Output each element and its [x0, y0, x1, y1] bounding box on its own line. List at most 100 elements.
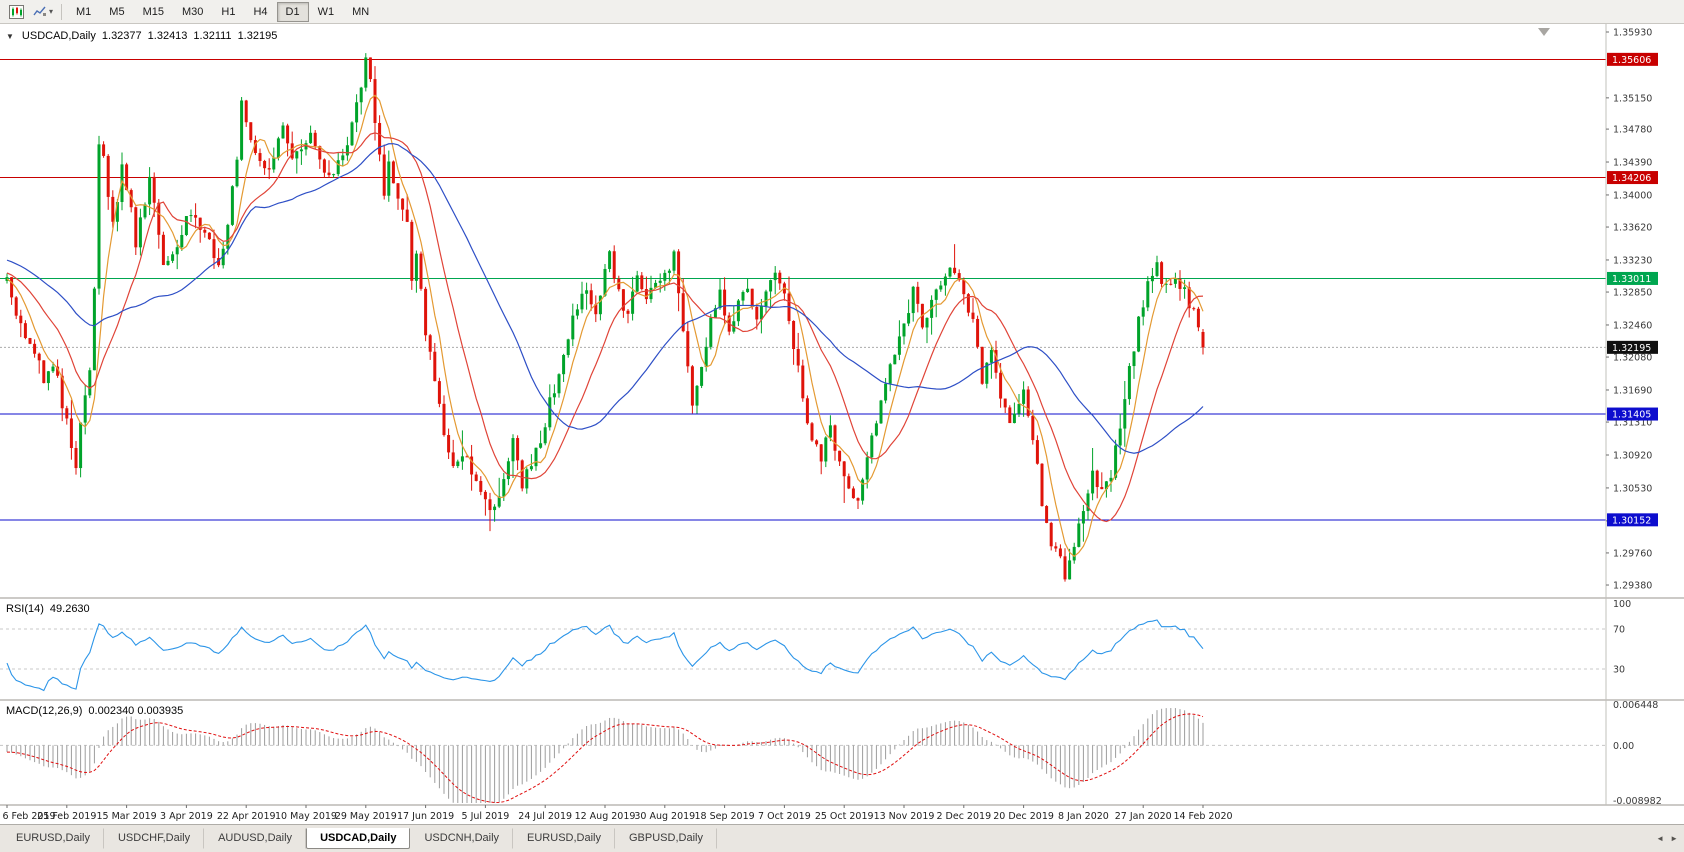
tab-usdcad-daily[interactable]: USDCAD,Daily	[306, 827, 411, 849]
tabbar-scroll-left-icon[interactable]: ◄	[1656, 833, 1665, 843]
chart-canvas[interactable]: 1.35930 1.35150 1.34780 1.34390 1.34000 1.336…	[0, 24, 1684, 824]
top-toolbar: ▾ M1 M5 M15 M30 H1 H4 D1 W1 MN	[0, 0, 1684, 24]
svg-text:1.32080: 1.32080	[1613, 353, 1652, 364]
svg-text:1.32850: 1.32850	[1613, 288, 1652, 299]
tabbar-scroll-controls: ◄ ►	[1656, 834, 1678, 843]
svg-text:30: 30	[1613, 665, 1625, 676]
svg-text:27 Jan 2020: 27 Jan 2020	[1115, 811, 1172, 822]
chart-window-icon	[8, 4, 24, 19]
tabbar-scroll-right-icon[interactable]: ►	[1670, 833, 1678, 843]
horizontal-level-lines	[0, 58, 1606, 521]
chart-area: 1.35930 1.35150 1.34780 1.34390 1.34000 1.336…	[0, 24, 1684, 824]
svg-text:1.34000: 1.34000	[1613, 190, 1652, 201]
chart-tabbar: EURUSD,Daily USDCHF,Daily AUDUSD,Daily USDC…	[0, 824, 1684, 852]
tab-eurusd-daily[interactable]: EURUSD,Daily	[513, 827, 615, 849]
timeframe-m5-button[interactable]: M5	[109, 5, 125, 18]
timeframe-h1-button[interactable]: H1	[221, 5, 236, 18]
svg-text:5 Jul 2019: 5 Jul 2019	[462, 811, 510, 822]
svg-text:12 Aug 2019: 12 Aug 2019	[575, 811, 636, 822]
svg-text:2 Dec 2019: 2 Dec 2019	[936, 811, 991, 822]
timeframe-h4-button[interactable]: H4	[253, 5, 268, 18]
price-tag: 1.35606	[1607, 52, 1658, 66]
svg-text:1.33620: 1.33620	[1613, 223, 1652, 234]
svg-text:-0.008982: -0.008982	[1613, 796, 1662, 807]
svg-text:70: 70	[1613, 625, 1625, 636]
svg-text:14 Feb 2020: 14 Feb 2020	[1173, 811, 1232, 822]
ma-6-line	[6, 94, 1204, 558]
svg-text:1.31310: 1.31310	[1613, 418, 1652, 429]
svg-text:1.35606: 1.35606	[1612, 55, 1651, 66]
svg-text:25 Oct 2019: 25 Oct 2019	[815, 811, 874, 822]
svg-text:1.29760: 1.29760	[1613, 548, 1652, 559]
svg-text:22 Apr 2019: 22 Apr 2019	[217, 811, 276, 822]
candles-layer	[5, 53, 1205, 582]
panel-separators	[0, 24, 1684, 806]
timeframe-m15-button[interactable]: M15	[142, 5, 164, 18]
timeframe-m1-button[interactable]: M1	[76, 5, 92, 18]
svg-text:10 May 2019: 10 May 2019	[275, 811, 337, 822]
svg-text:1.31405: 1.31405	[1612, 410, 1651, 421]
tab-usdcnh-daily[interactable]: USDCNH,Daily	[410, 827, 514, 849]
tab-eurusd-daily[interactable]: EURUSD,Daily	[2, 827, 104, 849]
one-click-trading-collapse-icon[interactable]: ▼	[6, 32, 14, 41]
svg-text:15 Mar 2019: 15 Mar 2019	[96, 811, 156, 822]
toolbar-separator	[61, 3, 62, 20]
svg-text:24 Jul 2019: 24 Jul 2019	[518, 811, 572, 822]
svg-text:1.29380: 1.29380	[1613, 581, 1652, 592]
svg-text:20 Dec 2019: 20 Dec 2019	[993, 811, 1054, 822]
svg-text:0.00: 0.00	[1613, 741, 1634, 752]
svg-text:1.31690: 1.31690	[1613, 385, 1652, 396]
svg-text:1.30152: 1.30152	[1612, 515, 1651, 526]
svg-text:3 Apr 2019: 3 Apr 2019	[160, 811, 213, 822]
price-tag: 1.31405	[1607, 407, 1658, 421]
svg-text:30 Aug 2019: 30 Aug 2019	[634, 811, 695, 822]
ma-35-line	[6, 143, 1204, 454]
svg-text:7 Oct 2019: 7 Oct 2019	[758, 811, 811, 822]
macd-histogram	[6, 708, 1204, 803]
rsi-scale: 100 70 30	[1613, 599, 1631, 676]
tab-audusd-daily[interactable]: AUDUSD,Daily	[204, 827, 307, 849]
timeframe-d1-button[interactable]: D1	[276, 1, 309, 22]
svg-text:1.35150: 1.35150	[1613, 93, 1652, 104]
timeframe-group: M1 M5 M15 M30 H1 H4 D1 W1 MN	[67, 1, 378, 22]
rsi-line	[6, 619, 1204, 692]
tab-gbpusd-daily[interactable]: GBPUSD,Daily	[615, 827, 717, 849]
svg-text:1.33230: 1.33230	[1613, 255, 1652, 266]
svg-text:1.32195: 1.32195	[1612, 343, 1651, 354]
svg-text:1.34206: 1.34206	[1612, 173, 1651, 184]
svg-text:0.006448: 0.006448	[1613, 700, 1658, 711]
cursor-tools-icon	[33, 6, 46, 16]
macd-signal-line	[6, 713, 1204, 803]
svg-text:1.33011: 1.33011	[1612, 274, 1651, 285]
svg-text:1.30530: 1.30530	[1613, 483, 1652, 494]
tab-usdchf-daily[interactable]: USDCHF,Daily	[104, 827, 205, 849]
timeframe-mn-button[interactable]: MN	[352, 5, 370, 18]
macd-scale: 0.006448 0.00 -0.008982	[1613, 700, 1662, 807]
svg-text:25 Feb 2019: 25 Feb 2019	[37, 811, 96, 822]
chart-tabs: EURUSD,Daily USDCHF,Daily AUDUSD,Daily USDC…	[2, 827, 717, 849]
svg-text:1.34390: 1.34390	[1613, 158, 1652, 169]
price-tag: 1.33011	[1607, 271, 1658, 285]
ma-15-line	[6, 132, 1204, 523]
svg-text:6 Feb 2019: 6 Feb 2019	[2, 811, 55, 822]
svg-text:13 Nov 2019: 13 Nov 2019	[874, 811, 935, 822]
svg-text:1.35930: 1.35930	[1613, 28, 1652, 39]
price-tag: 1.30152	[1607, 513, 1658, 527]
timeframe-w1-button[interactable]: W1	[317, 5, 335, 18]
svg-text:1.34780: 1.34780	[1613, 125, 1652, 136]
svg-text:1.30920: 1.30920	[1613, 450, 1652, 461]
svg-text:8 Jan 2020: 8 Jan 2020	[1058, 811, 1109, 822]
svg-text:29 May 2019: 29 May 2019	[335, 811, 397, 822]
chart-shift-marker[interactable]	[1538, 28, 1550, 36]
cursor-tools-dropdown-button[interactable]: ▾	[30, 2, 56, 22]
timeframe-m30-button[interactable]: M30	[181, 5, 204, 18]
svg-text:17 Jun 2019: 17 Jun 2019	[397, 811, 454, 822]
svg-text:100: 100	[1613, 599, 1631, 610]
chart-window-button[interactable]	[3, 2, 29, 22]
price-tag: 1.32195	[1607, 340, 1658, 354]
price-tag: 1.34206	[1607, 171, 1658, 185]
chevron-down-icon: ▾	[48, 6, 53, 16]
svg-text:18 Sep 2019: 18 Sep 2019	[694, 811, 754, 822]
